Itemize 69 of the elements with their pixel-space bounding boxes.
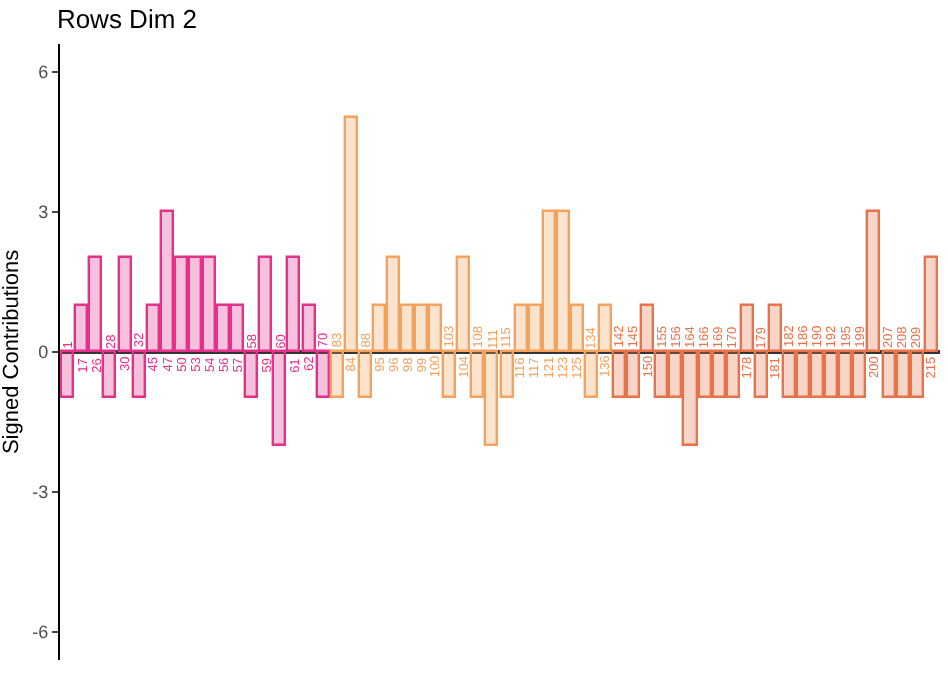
bar (455, 255, 470, 352)
bar (611, 349, 626, 398)
bar (667, 349, 682, 398)
bar (371, 303, 386, 352)
bar (781, 349, 796, 398)
y-tick-label: -3 (32, 482, 49, 503)
bar (541, 209, 556, 352)
bar (837, 349, 852, 398)
bar (795, 349, 810, 398)
bar (441, 349, 456, 398)
bar (499, 349, 514, 398)
bar (285, 255, 300, 352)
bar (87, 255, 102, 352)
bar (895, 349, 910, 398)
bar (73, 303, 88, 352)
bar (711, 349, 726, 398)
bar (201, 255, 216, 352)
bar (881, 349, 896, 398)
bar (725, 349, 740, 398)
bar (357, 349, 372, 398)
bar (653, 349, 668, 398)
bar (753, 349, 768, 398)
bar (767, 303, 782, 352)
y-tick-label: 3 (38, 202, 49, 223)
bar (569, 303, 584, 352)
bar (315, 349, 330, 398)
bar (583, 349, 598, 398)
bar (483, 349, 498, 446)
bar (271, 349, 286, 446)
bar (865, 209, 880, 352)
bar (117, 255, 132, 352)
bar (469, 349, 484, 398)
bar (527, 303, 542, 352)
bar (101, 349, 116, 398)
bar (131, 349, 146, 398)
bar (597, 303, 612, 352)
bar (399, 303, 414, 352)
bar (413, 303, 428, 352)
bar (639, 303, 654, 352)
y-tick-label: 0 (38, 342, 49, 363)
bar (60, 349, 74, 398)
bar (625, 349, 640, 398)
y-axis-title: Signed Contributions (0, 248, 24, 455)
bar (385, 255, 400, 352)
bar (173, 255, 188, 352)
bar (923, 255, 938, 352)
bar (215, 303, 230, 352)
bar (159, 209, 174, 352)
y-tick-label: -6 (32, 622, 49, 643)
bar (145, 303, 160, 352)
bar (427, 303, 442, 352)
bar (851, 349, 866, 398)
bar (243, 349, 258, 398)
y-tick-label: 6 (38, 62, 49, 83)
bar (681, 349, 698, 446)
bar (329, 349, 344, 398)
bar (301, 303, 316, 352)
bar (343, 115, 358, 352)
bar (697, 349, 712, 398)
bar (257, 255, 272, 352)
bar (229, 303, 244, 352)
bar (187, 255, 202, 352)
bar (739, 303, 754, 352)
chart-title: Rows Dim 2 (56, 4, 198, 35)
bar (555, 209, 570, 352)
bar (809, 349, 824, 398)
bar (909, 349, 924, 398)
bar (513, 303, 528, 352)
bar (823, 349, 838, 398)
